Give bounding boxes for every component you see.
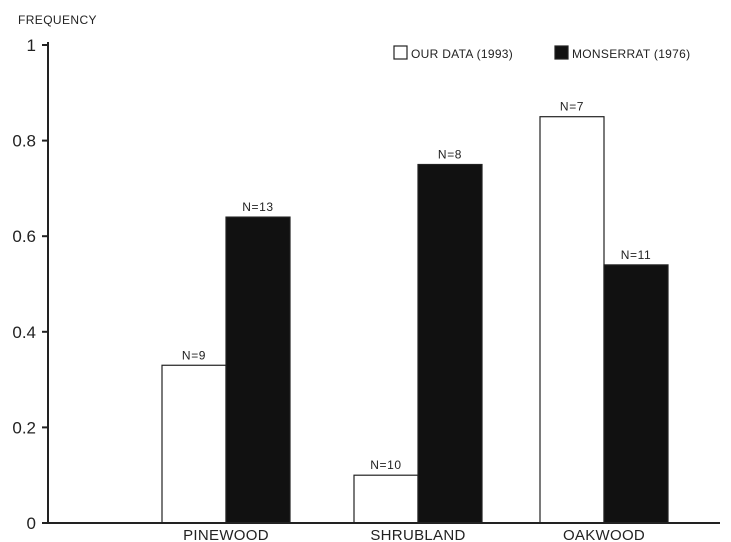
y-axis-title: FREQUENCY [18,13,97,27]
legend: OUR DATA (1993) MONSERRAT (1976) [393,45,690,61]
bars [161,116,669,524]
bar-our-data-pinewood [161,364,227,524]
bar-monserrat-shrubland [417,163,483,524]
y-tick-label: 0.2 [12,418,36,437]
y-tick-label: 0 [27,514,36,533]
bar-count-label: N=13 [242,200,273,214]
y-axis-ticks: 0 0.2 0.4 0.6 0.8 1 [12,36,48,533]
legend-swatch-monserrat [554,45,569,60]
bar-count-label: N=9 [182,348,206,362]
x-category-label: SHRUBLAND [370,527,465,542]
legend-label-our-data: OUR DATA (1993) [411,47,513,61]
bar-labels: N=9 N=13 N=10 N=8 N=7 N=11 [182,100,651,473]
y-tick-label: 0.4 [12,323,36,342]
bar-our-data-shrubland [353,474,419,524]
bar-count-label: N=8 [438,148,462,162]
x-category-label: OAKWOOD [563,527,645,542]
x-axis-labels: PINEWOOD SHRUBLAND OAKWOOD [183,527,645,542]
y-tick-label: 0.8 [12,132,36,151]
x-category-label: PINEWOOD [183,527,269,542]
bar-count-label: N=7 [560,100,584,114]
y-tick-label: 1 [27,36,36,55]
bar-monserrat-oakwood [603,264,669,524]
bar-monserrat-pinewood [225,216,291,524]
y-tick-label: 0.6 [12,227,36,246]
bar-count-label: N=10 [370,458,401,472]
bar-our-data-oakwood [539,116,605,524]
legend-swatch-our-data [393,45,408,60]
bar-count-label: N=11 [621,248,652,262]
legend-label-monserrat: MONSERRAT (1976) [572,47,690,61]
